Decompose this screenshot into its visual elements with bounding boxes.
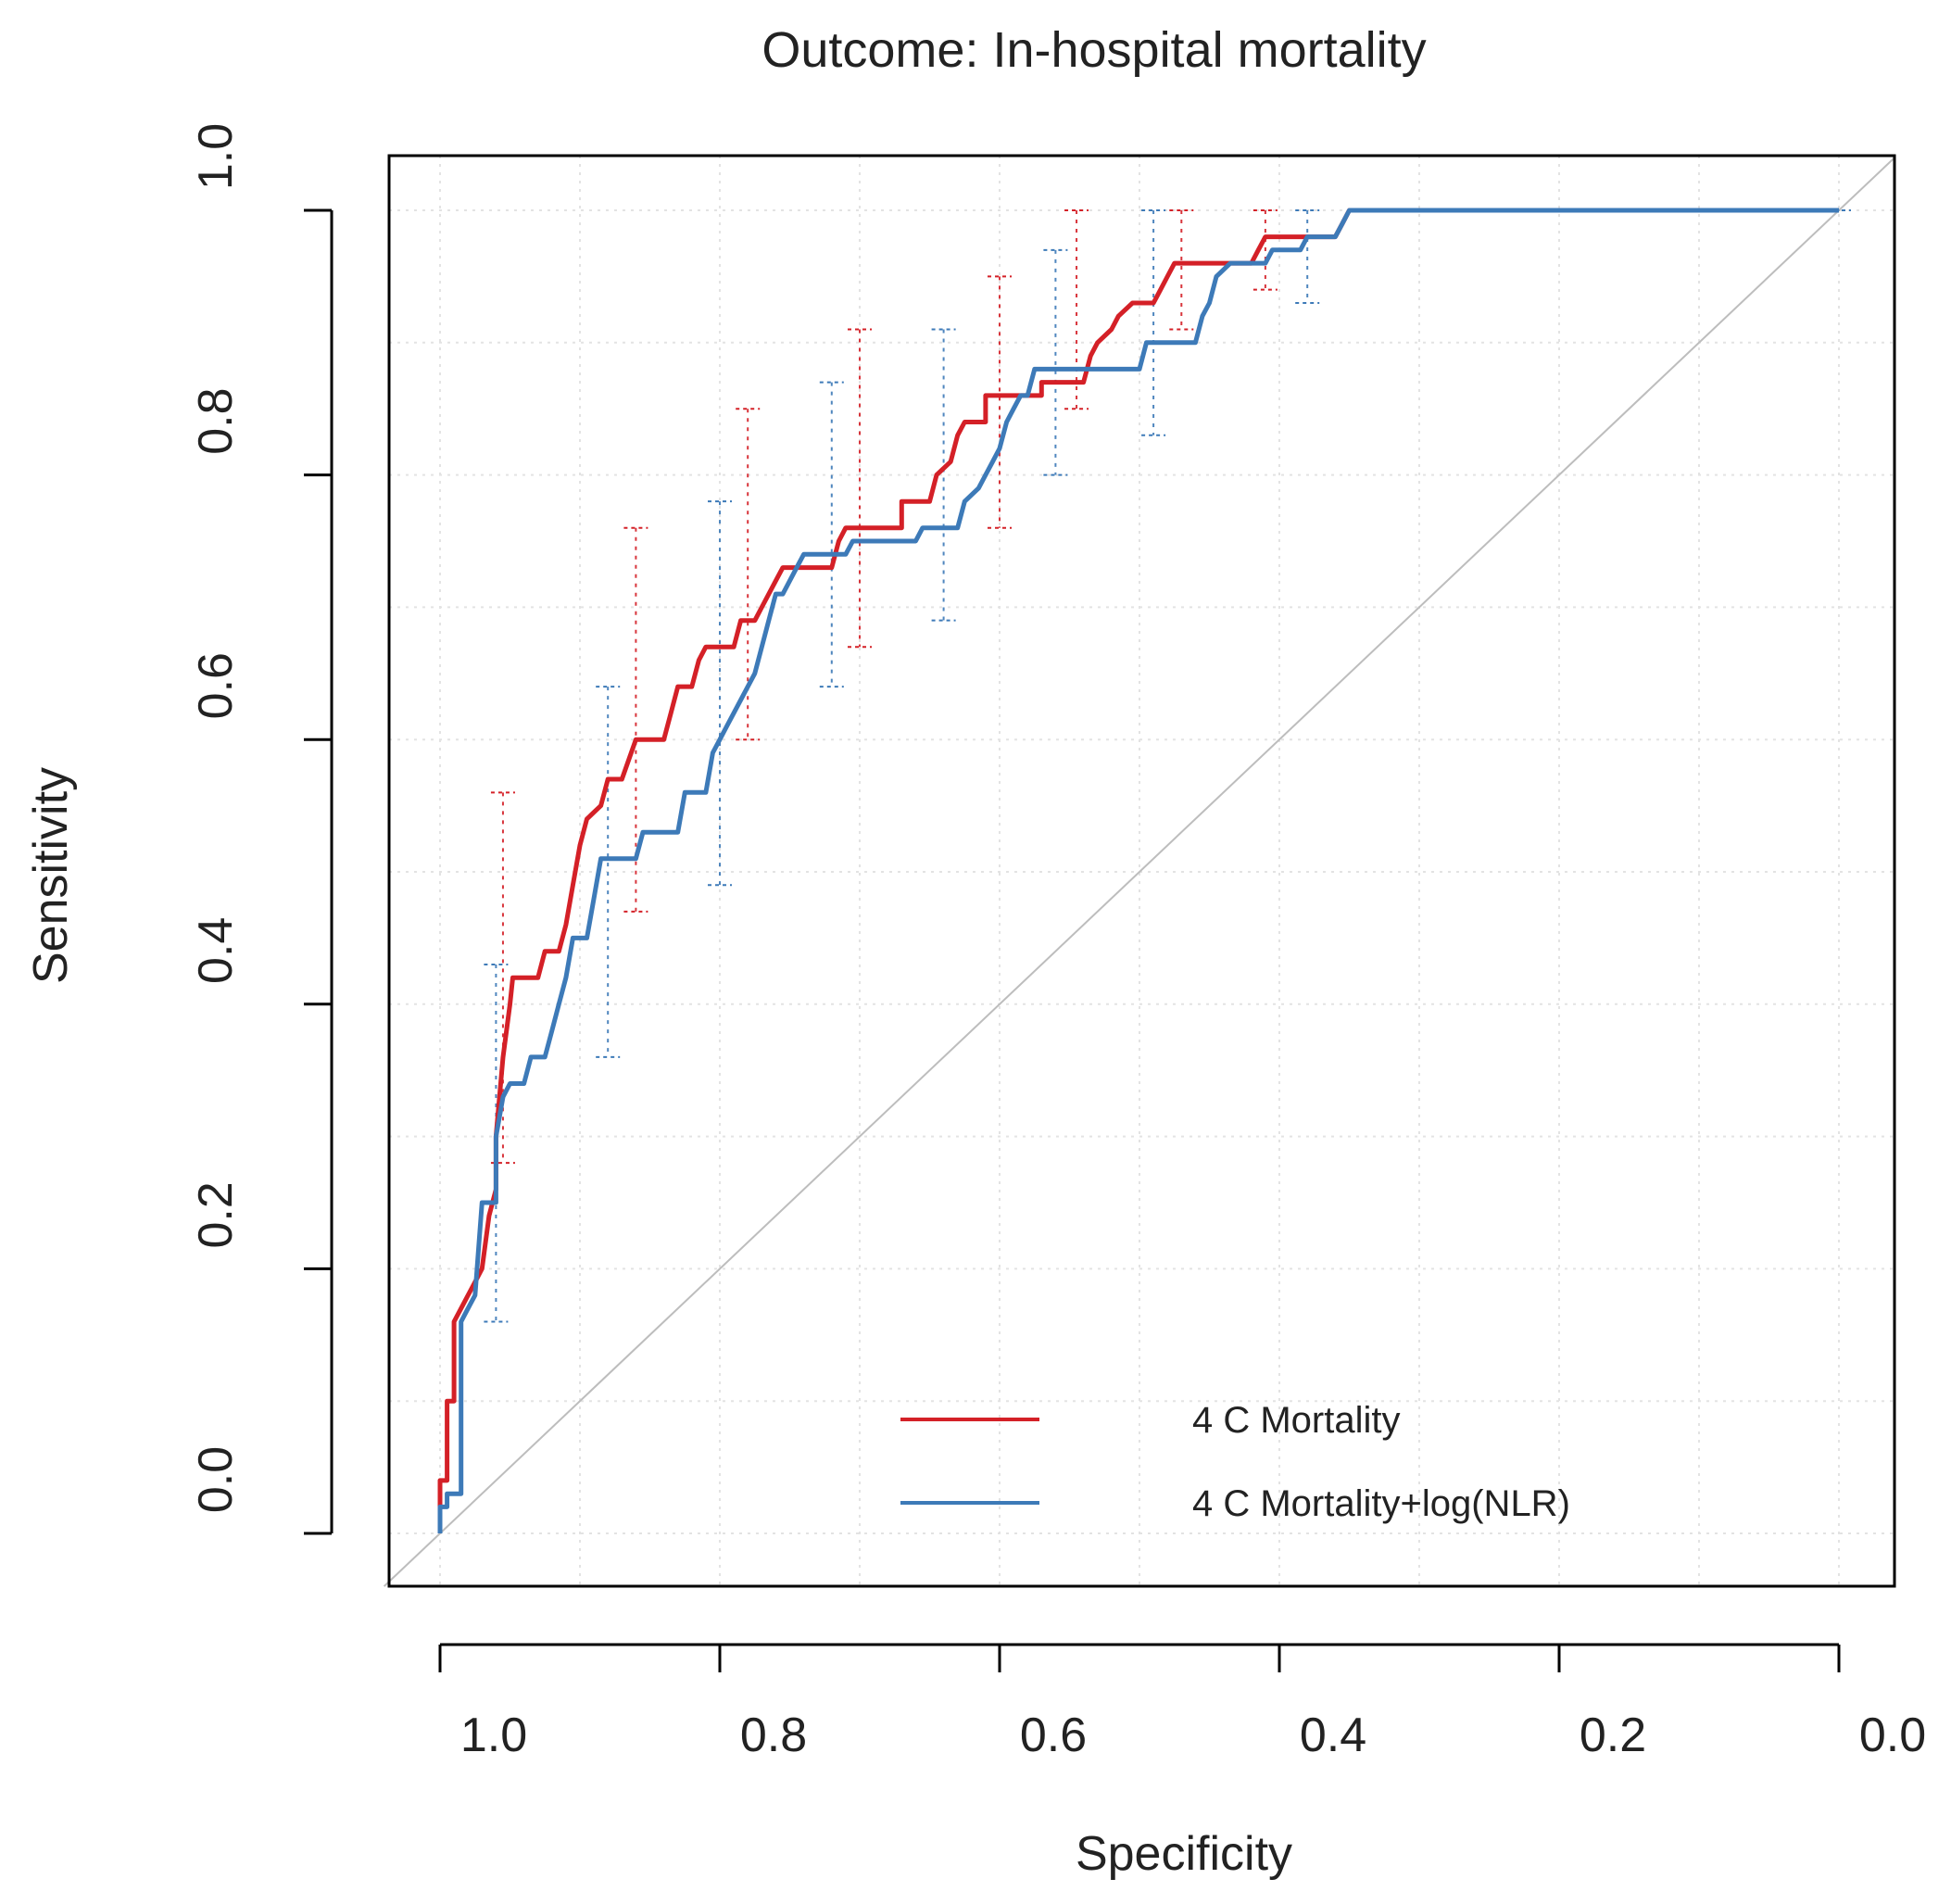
- x-tick-label: 1.0: [460, 1709, 527, 1762]
- legend-label-4c-mortality-log-nlr: 4 C Mortality+log(NLR): [1192, 1483, 1570, 1524]
- y-tick-label: 0.0: [189, 1446, 243, 1513]
- series-line-4c-mortality-log-nlr: [437, 208, 1839, 1533]
- series-layer: [437, 208, 1839, 1533]
- x-axis: 1.0 0.8 0.6 0.4 0.2 0.0: [438, 1643, 1926, 1762]
- confidence-interval-layer: [484, 209, 1851, 1323]
- y-tick-label: 0.4: [189, 917, 243, 984]
- x-tick-label: 0.2: [1580, 1709, 1646, 1762]
- legend-label-4c-mortality: 4 C Mortality: [1192, 1400, 1401, 1441]
- legend: 4 C Mortality 4 C Mortality+log(NLR): [900, 1400, 1570, 1524]
- y-axis: 0.0 0.2 0.4 0.6 0.8 1.0: [189, 123, 334, 1535]
- x-tick-label: 0.8: [740, 1709, 807, 1762]
- y-axis-label: Sensitivity: [24, 767, 78, 984]
- x-axis-label: Specificity: [1076, 1827, 1292, 1881]
- reference-diagonal-line: [383, 157, 1896, 1587]
- x-tick-label: 0.4: [1300, 1709, 1366, 1762]
- plot-frame: [387, 154, 1896, 1588]
- x-tick-label: 0.0: [1859, 1709, 1926, 1762]
- y-tick-label: 0.2: [189, 1181, 243, 1248]
- y-tick-label: 0.8: [189, 387, 243, 454]
- y-tick-label: 1.0: [189, 123, 243, 190]
- x-tick-label: 0.6: [1020, 1709, 1087, 1762]
- y-tick-label: 0.6: [189, 652, 243, 719]
- chart-title: Outcome: In-hospital mortality: [762, 22, 1426, 78]
